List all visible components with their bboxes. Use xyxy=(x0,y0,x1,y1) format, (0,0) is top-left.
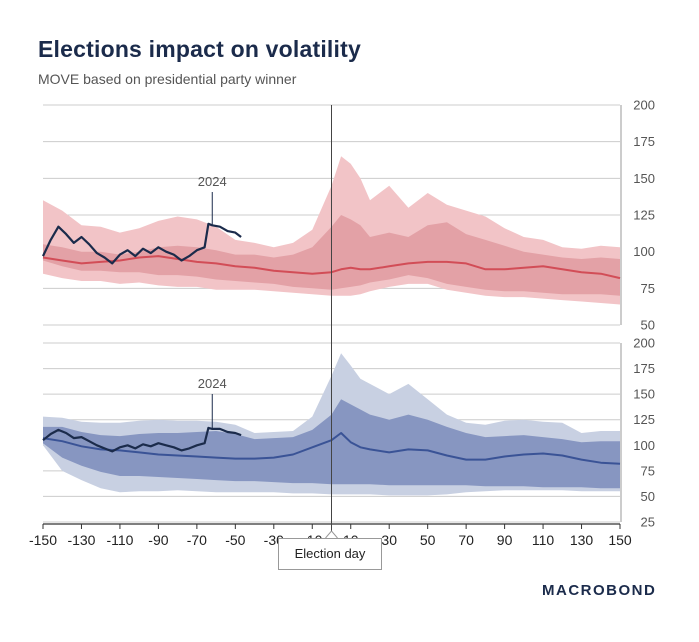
series-label-2024: 2024 xyxy=(198,174,227,189)
y-tick-label: 75 xyxy=(641,281,655,296)
x-tick-label: -130 xyxy=(67,532,95,548)
y-tick-label: 125 xyxy=(633,412,655,427)
macrobond-logo: MACROBOND xyxy=(542,582,657,599)
y-tick-label: 25 xyxy=(641,515,655,530)
median-line xyxy=(42,255,621,280)
red-panel: 50 75 100 125 150 175 200 2024 xyxy=(42,98,655,333)
y-tick-label: 50 xyxy=(641,489,655,504)
line-2024 xyxy=(42,222,242,265)
y-tick-label: 200 xyxy=(633,98,655,113)
y-tick-label: 75 xyxy=(641,463,655,478)
y-tick-label: 100 xyxy=(633,438,655,453)
y-tick-label: 150 xyxy=(633,387,655,402)
line-2024 xyxy=(42,426,242,453)
y-tick-label: 150 xyxy=(633,171,655,186)
x-tick-label: 90 xyxy=(497,532,513,548)
x-tick-label: -90 xyxy=(148,532,168,548)
x-tick-label: 130 xyxy=(570,532,594,548)
series-label-2024: 2024 xyxy=(198,376,227,391)
x-tick-label: 50 xyxy=(420,532,436,548)
x-tick-label: 70 xyxy=(458,532,474,548)
y-tick-label: 125 xyxy=(633,208,655,223)
chart-title: Elections impact on volatility xyxy=(38,36,361,62)
x-tick-label: 110 xyxy=(532,532,555,548)
chart-subtitle: MOVE based on presidential party winner xyxy=(38,71,297,87)
x-tick-label: -150 xyxy=(29,532,57,548)
y-tick-label: 175 xyxy=(633,134,655,149)
y-tick-label: 100 xyxy=(633,244,655,259)
y-tick-label: 50 xyxy=(641,318,655,333)
blue-panel: 25 50 75 100 125 150 175 200 2024 xyxy=(42,336,655,530)
y-tick-label: 175 xyxy=(633,361,655,376)
x-tick-label: 150 xyxy=(608,532,632,548)
x-tick-label: 30 xyxy=(381,532,397,548)
callout-pointer xyxy=(325,530,338,539)
election-day-callout: Election day xyxy=(278,538,382,570)
x-tick-label: -50 xyxy=(225,532,245,548)
median-line xyxy=(42,432,621,465)
y-tick-label: 200 xyxy=(633,336,655,351)
x-tick-label: -70 xyxy=(187,532,207,548)
x-tick-label: -110 xyxy=(106,532,133,548)
